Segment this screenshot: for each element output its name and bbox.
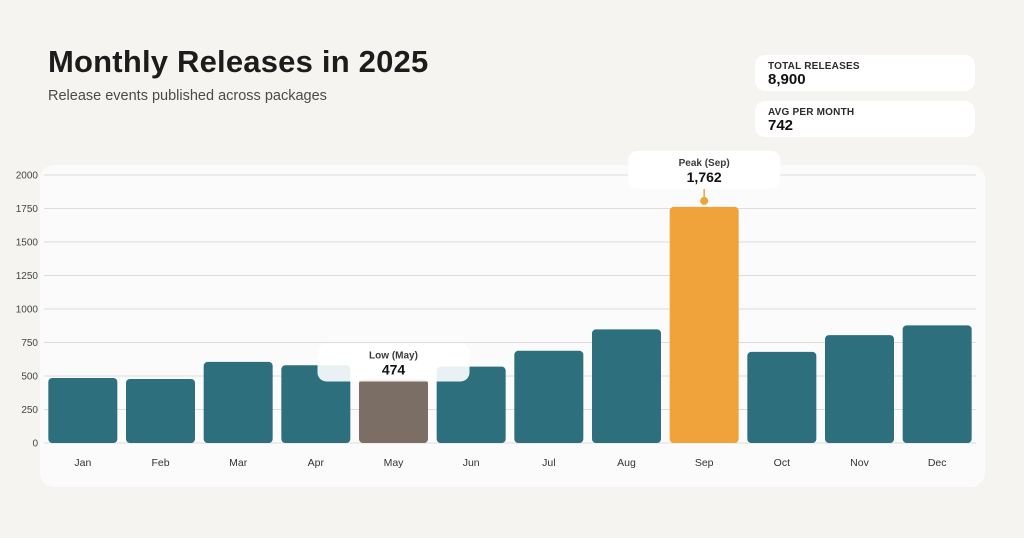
x-tick-label: May <box>384 457 405 469</box>
callout-box <box>317 343 470 382</box>
bar-aug <box>592 329 661 443</box>
y-tick-label: 750 <box>21 338 38 349</box>
y-tick-label: 1500 <box>16 238 39 249</box>
x-tick-label: Nov <box>850 457 869 469</box>
bar-nov <box>825 335 894 443</box>
x-tick-label: Oct <box>774 457 790 469</box>
x-tick-label: Feb <box>151 457 169 469</box>
kpi-value: 8,900 <box>768 71 806 88</box>
x-tick-label: Dec <box>928 457 947 469</box>
callout-box <box>628 150 781 189</box>
annotations: Peak (Sep)1,762 Low (May)474 <box>317 150 781 382</box>
callout-label: Low (May) <box>369 350 418 361</box>
gridlines <box>44 174 976 444</box>
bar-may <box>359 379 428 443</box>
x-tick-label: Apr <box>308 457 325 469</box>
bar-feb <box>126 378 195 443</box>
callout-peak: Peak (Sep)1,762 <box>628 150 781 205</box>
bar-jun <box>436 366 506 443</box>
bar-mar <box>203 361 273 443</box>
bar-oct <box>747 351 817 443</box>
x-tick-label: Jan <box>74 457 91 469</box>
y-tick-label: 1750 <box>16 204 39 215</box>
callout-value: 474 <box>382 361 406 377</box>
bar-apr <box>281 365 351 443</box>
x-tick-label: Mar <box>229 457 248 469</box>
x-tick-label: Jun <box>463 457 480 469</box>
kpi-card-total-releases: TOTAL RELEASES 8,900 <box>755 55 975 91</box>
kpi-label: AVG PER MONTH <box>768 107 855 118</box>
y-axis-ticks: 0 250 500 750 1000 1250 1500 1750 2000 <box>16 171 39 450</box>
callout-marker <box>700 196 709 205</box>
bar-dec <box>902 325 972 443</box>
y-tick-label: 2000 <box>16 171 39 182</box>
bar-jul <box>514 350 584 443</box>
x-tick-label: Aug <box>617 457 636 469</box>
kpi-label: TOTAL RELEASES <box>768 61 860 72</box>
y-tick-label: 1000 <box>16 305 39 316</box>
x-tick-label: Jul <box>542 457 555 469</box>
y-tick-label: 1250 <box>16 271 39 282</box>
bar-jan <box>48 378 118 443</box>
chart-subtitle: Release events published across packages <box>48 88 327 104</box>
x-tick-label: Sep <box>695 457 714 469</box>
callout-label: Peak (Sep) <box>679 158 730 169</box>
bars <box>48 206 972 443</box>
kpi-value: 742 <box>768 117 794 134</box>
callout-value: 1,762 <box>687 169 722 185</box>
x-axis-labels: Jan Feb Mar Apr May Jun Jul Aug Sep Oct Nov Dec <box>74 457 946 469</box>
bar-sep <box>669 206 739 443</box>
callout-low: Low (May)474 <box>317 343 470 382</box>
kpi-card-avg-per-month: AVG PER MONTH 742 <box>755 101 975 137</box>
y-tick-label: 0 <box>32 439 38 450</box>
chart-title: Monthly Releases in 2025 <box>48 44 429 79</box>
y-tick-label: 250 <box>21 405 38 416</box>
y-tick-label: 500 <box>21 372 38 383</box>
